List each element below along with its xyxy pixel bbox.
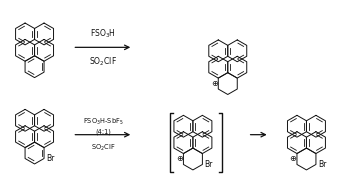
Text: Br: Br <box>205 160 213 169</box>
Text: ⊕: ⊕ <box>211 79 218 88</box>
Text: ⊕: ⊕ <box>289 154 297 164</box>
Text: Br: Br <box>318 160 326 169</box>
Text: ⊕: ⊕ <box>176 154 183 164</box>
Text: FSO$_3$H-SbF$_5$: FSO$_3$H-SbF$_5$ <box>83 117 123 127</box>
Text: SO$_2$ClF: SO$_2$ClF <box>91 143 116 153</box>
Text: Br: Br <box>46 154 54 163</box>
Text: FSO$_3$H: FSO$_3$H <box>90 28 116 40</box>
Text: (4:1): (4:1) <box>95 128 111 135</box>
Text: SO$_2$ClF: SO$_2$ClF <box>89 55 117 68</box>
